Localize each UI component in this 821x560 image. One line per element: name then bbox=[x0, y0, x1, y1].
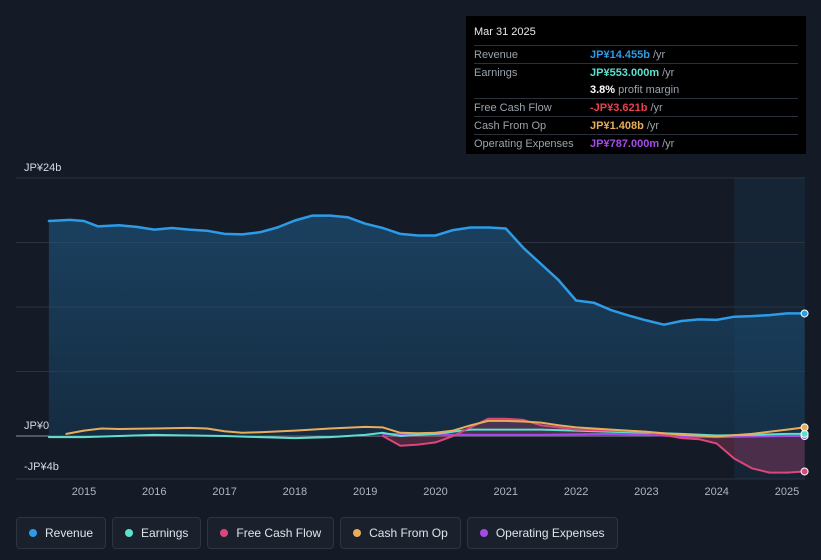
y-axis-labels: JP¥24b JP¥0 -JP¥4b bbox=[24, 162, 61, 473]
tooltip-row-profit-margin: 3.8% profit margin bbox=[474, 81, 798, 98]
tooltip-unit: /yr bbox=[646, 119, 660, 132]
tooltip-unit: /yr bbox=[652, 48, 666, 61]
tooltip-unit: /yr bbox=[650, 101, 663, 114]
tooltip-unit: /yr bbox=[662, 137, 675, 150]
x-axis-tick-label: 2025 bbox=[775, 486, 799, 498]
revenue-line bbox=[47, 214, 806, 326]
tooltip-date: Mar 31 2025 bbox=[474, 26, 536, 38]
legend-dot-icon bbox=[220, 529, 229, 537]
legend-item-free-cash-flow[interactable]: Free Cash Flow bbox=[207, 517, 335, 549]
data-tooltip: Mar 31 2025 Revenue JP¥14.455b /yr Earni… bbox=[466, 16, 806, 154]
legend-dot-icon bbox=[479, 529, 488, 537]
tooltip-value: JP¥1.408b bbox=[590, 119, 644, 132]
legend-label: Cash From Op bbox=[369, 526, 448, 540]
tooltip-value: JP¥787.000m bbox=[590, 137, 660, 150]
free-cash-flow-line bbox=[381, 417, 806, 474]
tooltip-label: Revenue bbox=[474, 48, 519, 61]
y-axis-label: -JP¥4b bbox=[24, 461, 59, 473]
y-axis-label: JP¥0 bbox=[24, 420, 49, 432]
legend-dot-icon bbox=[125, 529, 134, 537]
legend-dot-icon bbox=[29, 529, 37, 537]
tooltip-row-free-cash-flow: Free Cash Flow -JP¥3.621b /yr bbox=[474, 98, 798, 116]
legend: Revenue Earnings Free Cash Flow Cash Fro… bbox=[16, 517, 618, 549]
x-axis-tick-label: 2018 bbox=[283, 486, 307, 498]
tooltip-label: Earnings bbox=[474, 66, 518, 79]
free-cash-flow-area bbox=[382, 418, 805, 473]
legend-label: Operating Expenses bbox=[495, 526, 605, 540]
tooltip-unit: /yr bbox=[662, 66, 675, 79]
operating-expenses-line bbox=[381, 432, 806, 439]
tooltip-row-earnings: Earnings JP¥553.000m /yr bbox=[474, 63, 798, 81]
chart-area: JP¥24b JP¥0 -JP¥4b 2015 2016 2017 2018 2019 202… bbox=[16, 162, 809, 498]
legend-item-cash-from-op[interactable]: Cash From Op bbox=[340, 517, 461, 549]
tooltip-value: JP¥14.455b bbox=[590, 48, 650, 61]
tooltip-value: -JP¥3.621b bbox=[590, 101, 648, 114]
x-axis-tick-label: 2023 bbox=[634, 486, 658, 498]
legend-label: Free Cash Flow bbox=[236, 526, 322, 540]
cash-from-op-line bbox=[65, 419, 806, 438]
revenue-area bbox=[48, 215, 805, 436]
legend-item-earnings[interactable]: Earnings bbox=[112, 517, 202, 549]
x-axis-tick-label: 2016 bbox=[142, 486, 166, 498]
legend-item-revenue[interactable]: Revenue bbox=[16, 517, 107, 549]
free-cash-flow-end-marker bbox=[800, 467, 809, 476]
legend-label: Revenue bbox=[45, 526, 94, 540]
tooltip-row-cash-from-op: Cash From Op JP¥1.408b /yr bbox=[474, 116, 798, 134]
legend-item-operating-expenses[interactable]: Operating Expenses bbox=[466, 517, 618, 549]
tooltip-label: Operating Expenses bbox=[474, 137, 574, 150]
tooltip-label: Free Cash Flow bbox=[474, 101, 552, 114]
legend-label: Earnings bbox=[141, 526, 189, 540]
x-axis-ticks: 2015 2016 2017 2018 2019 2020 2021 2022 2023 2024… bbox=[72, 486, 799, 498]
tooltip-value: JP¥553.000m bbox=[590, 66, 660, 79]
y-axis-label: JP¥24b bbox=[24, 162, 61, 174]
tooltip-value: 3.8% bbox=[590, 83, 616, 96]
x-axis-tick-label: 2015 bbox=[72, 486, 96, 498]
tooltip-label: Cash From Op bbox=[474, 119, 547, 132]
x-axis-tick-label: 2020 bbox=[423, 486, 447, 498]
cash-from-op-end-marker bbox=[800, 423, 809, 432]
x-axis-tick-label: 2024 bbox=[704, 486, 728, 498]
tooltip-unit: profit margin bbox=[618, 83, 680, 96]
x-axis-tick-label: 2021 bbox=[494, 486, 518, 498]
legend-dot-icon bbox=[353, 529, 362, 537]
tooltip-row-operating-expenses: Operating Expenses JP¥787.000m /yr bbox=[474, 134, 798, 152]
x-axis-tick-label: 2019 bbox=[353, 486, 377, 498]
x-axis-tick-label: 2017 bbox=[212, 486, 236, 498]
end-markers bbox=[800, 309, 809, 476]
series-lines bbox=[47, 214, 806, 474]
tooltip-row-revenue: Revenue JP¥14.455b /yr bbox=[474, 45, 798, 63]
revenue-end-marker bbox=[800, 309, 809, 318]
x-axis-tick-label: 2022 bbox=[564, 486, 588, 498]
